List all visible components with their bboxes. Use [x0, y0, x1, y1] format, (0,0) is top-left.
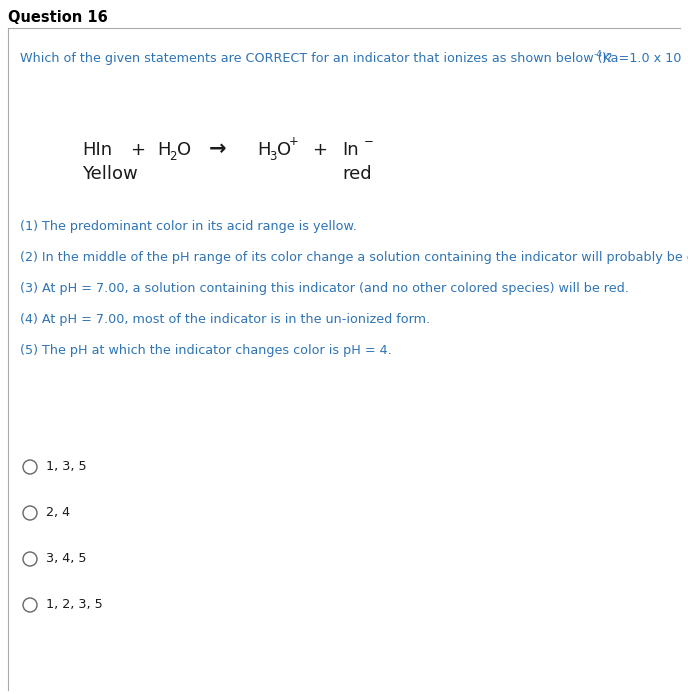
- Text: HIn: HIn: [82, 141, 112, 159]
- Text: Yellow: Yellow: [82, 165, 138, 183]
- Text: +: +: [130, 141, 145, 159]
- Text: 2: 2: [169, 150, 177, 163]
- Text: −: −: [364, 135, 374, 148]
- Text: (3) At pH = 7.00, a solution containing this indicator (and no other colored spe: (3) At pH = 7.00, a solution containing …: [20, 282, 629, 295]
- Text: )?: )?: [601, 52, 612, 65]
- Text: 3, 4, 5: 3, 4, 5: [46, 552, 87, 565]
- Text: +: +: [312, 141, 327, 159]
- Text: Which of the given statements are CORRECT for an indicator that ionizes as shown: Which of the given statements are CORREC…: [20, 52, 681, 65]
- Text: (4) At pH = 7.00, most of the indicator is in the un-ionized form.: (4) At pH = 7.00, most of the indicator …: [20, 313, 430, 326]
- Text: (5) The pH at which the indicator changes color is pH = 4.: (5) The pH at which the indicator change…: [20, 344, 391, 357]
- Text: -4: -4: [594, 50, 603, 59]
- Text: O: O: [177, 141, 191, 159]
- Text: H: H: [157, 141, 171, 159]
- Text: +: +: [289, 135, 299, 148]
- Text: Question 16: Question 16: [8, 10, 108, 25]
- Text: 2, 4: 2, 4: [46, 506, 70, 519]
- Text: H: H: [257, 141, 270, 159]
- Text: 1, 2, 3, 5: 1, 2, 3, 5: [46, 598, 103, 611]
- Text: red: red: [342, 165, 372, 183]
- Text: In: In: [342, 141, 358, 159]
- Text: →: →: [209, 139, 226, 159]
- Text: (1) The predominant color in its acid range is yellow.: (1) The predominant color in its acid ra…: [20, 220, 357, 233]
- Text: O: O: [277, 141, 291, 159]
- Text: (2) In the middle of the pH range of its color change a solution containing the : (2) In the middle of the pH range of its…: [20, 251, 688, 264]
- Text: 3: 3: [269, 150, 277, 163]
- Text: 1, 3, 5: 1, 3, 5: [46, 460, 87, 473]
